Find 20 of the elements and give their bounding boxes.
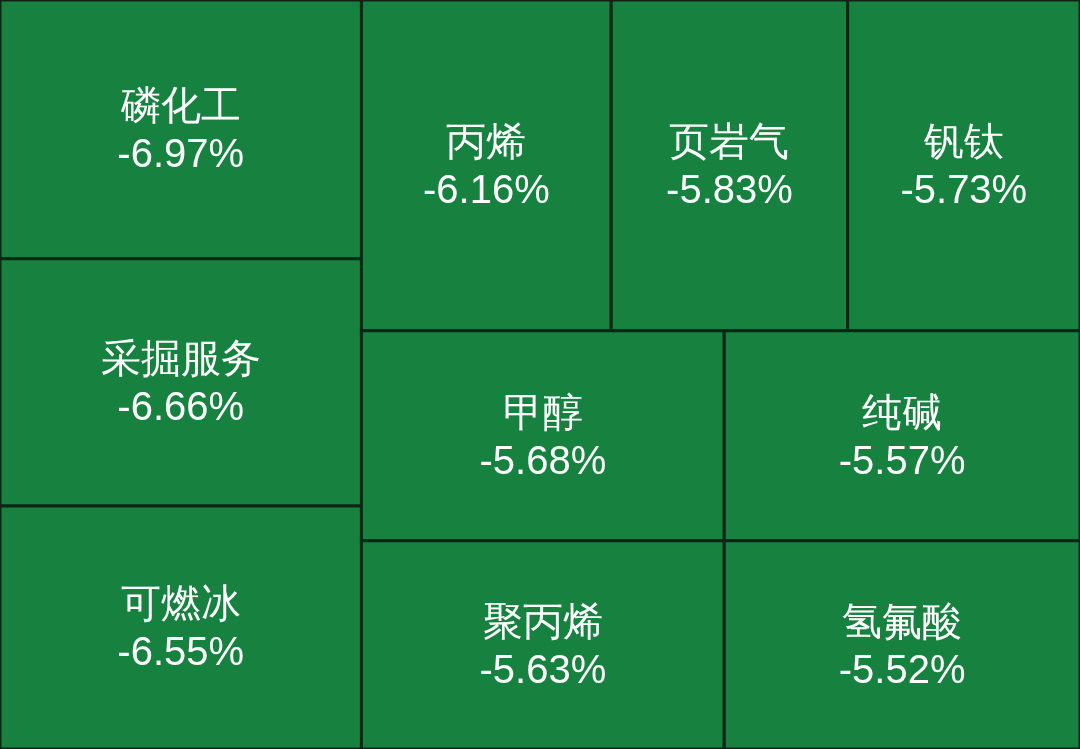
data-label: -5.63%: [479, 646, 607, 691]
category-label: 纯碱: [862, 389, 943, 434]
data-label: -5.68%: [479, 437, 607, 482]
category-label: 氢氟酸: [842, 598, 963, 643]
data-label: -6.97%: [117, 131, 245, 176]
category-label: 聚丙烯: [482, 598, 603, 643]
category-label: 甲醇: [502, 389, 583, 434]
category-label: 丙烯: [446, 119, 527, 164]
category-label: 采掘服务: [100, 336, 261, 381]
data-label: -5.52%: [838, 646, 966, 691]
category-label: 页岩气: [669, 119, 790, 164]
data-label: -6.55%: [117, 629, 245, 674]
data-label: -6.16%: [422, 167, 550, 212]
category-label: 可燃冰: [120, 581, 241, 626]
category-label: 磷化工: [119, 83, 241, 128]
data-label: -5.83%: [666, 167, 793, 212]
data-label: -5.57%: [838, 437, 966, 482]
data-label: -5.73%: [900, 167, 1028, 212]
data-label: -6.66%: [117, 384, 245, 429]
category-label: 钒钛: [922, 119, 1004, 164]
